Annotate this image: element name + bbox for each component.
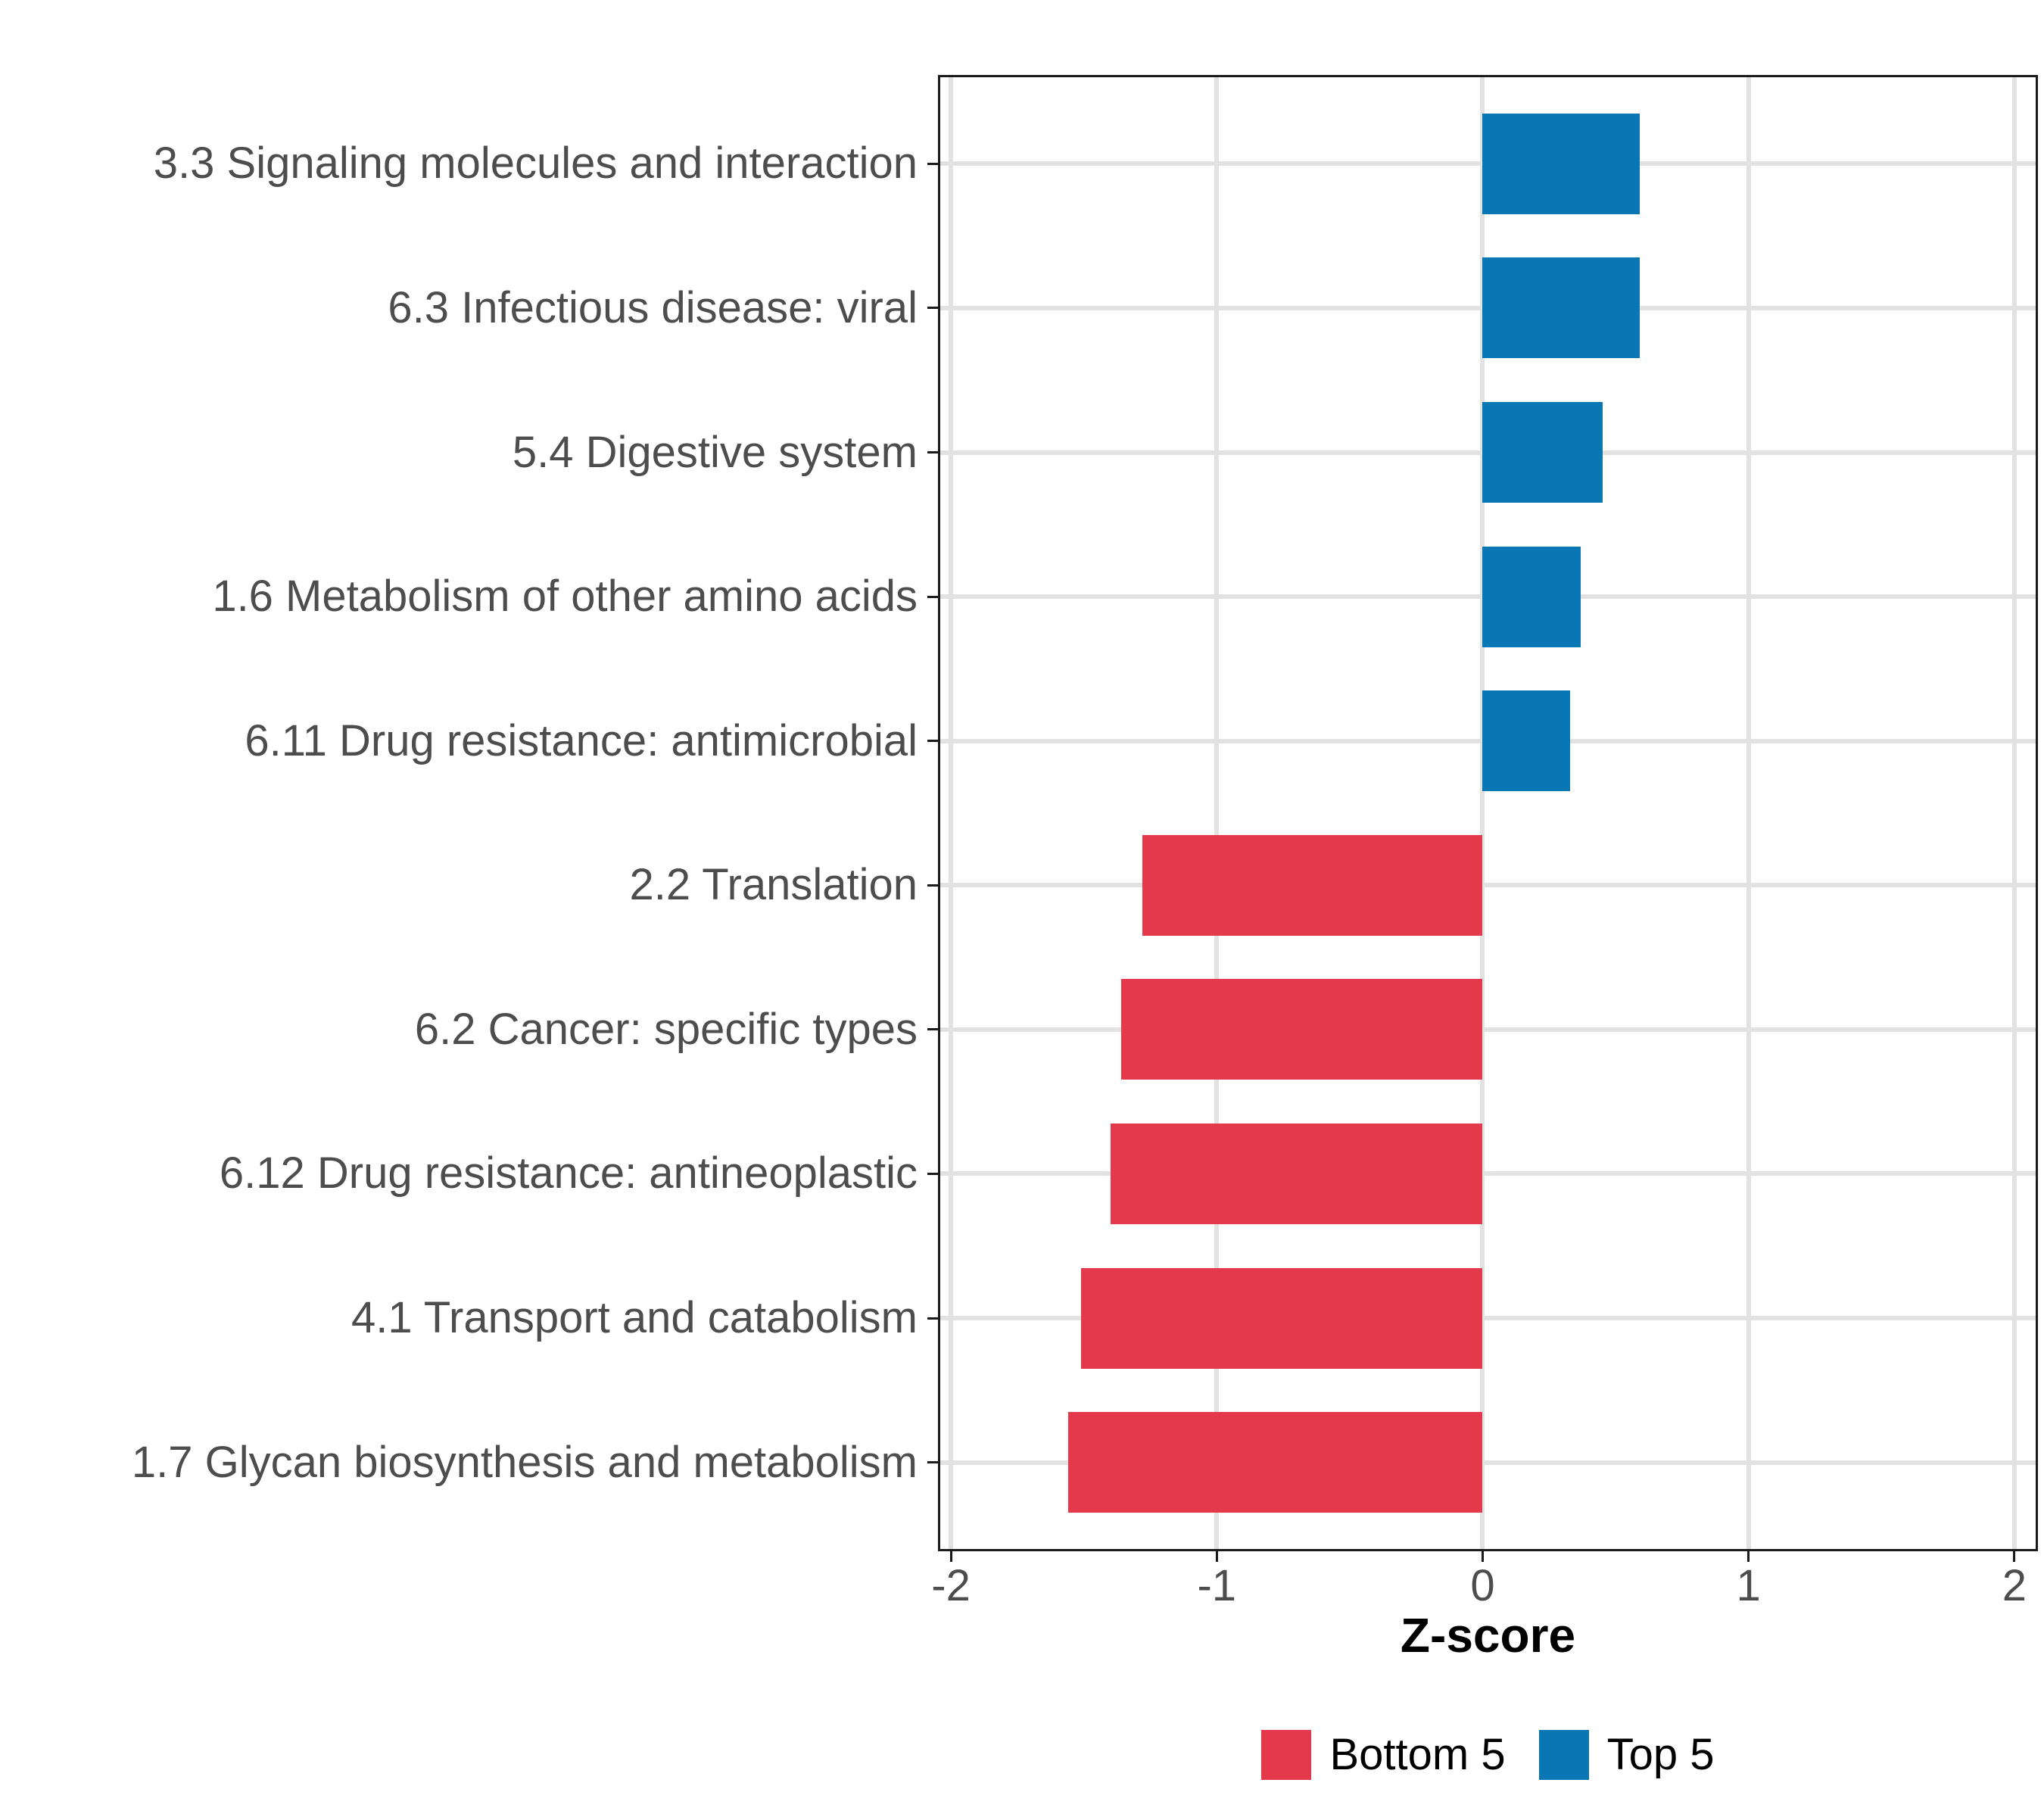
bar-9	[1081, 1267, 1483, 1369]
y-tick-mark	[927, 884, 938, 887]
x-tick-mark	[949, 1551, 952, 1562]
x-tick-label: 2	[2002, 1561, 2027, 1610]
x-axis-title: Z-score	[1400, 1608, 1576, 1663]
legend-item-top-5: Top 5	[1538, 1730, 1715, 1780]
y-tick-mark	[927, 740, 938, 743]
y-tick-mark	[927, 1028, 938, 1031]
x-tick-label: 1	[1736, 1561, 1761, 1610]
y-category-label: 6.12 Drug resistance: antineoplastic	[219, 1148, 918, 1198]
y-category-label: 2.2 Translation	[629, 860, 918, 910]
gridline-horizontal	[940, 1027, 2036, 1032]
bar-2	[1482, 257, 1640, 359]
y-tick-mark	[927, 1461, 938, 1464]
y-category-label: 1.6 Metabolism of other amino acids	[212, 572, 918, 622]
gridline-horizontal	[940, 1171, 2036, 1177]
bar-3	[1482, 402, 1603, 503]
y-tick-mark	[927, 162, 938, 165]
y-category-label: 1.7 Glycan biosynthesis and metabolism	[131, 1437, 918, 1487]
gridline-vertical	[1214, 77, 1220, 1549]
y-category-label: 3.3 Signaling molecules and interaction	[153, 139, 918, 189]
bar-7	[1120, 979, 1483, 1080]
y-category-label: 6.2 Cancer: specific types	[414, 1004, 918, 1054]
x-tick-mark	[1215, 1551, 1218, 1562]
x-tick-mark	[1747, 1551, 1750, 1562]
gridline-vertical	[1746, 77, 1751, 1549]
y-category-label: 6.11 Drug resistance: antimicrobial	[245, 715, 918, 765]
plot-panel	[938, 75, 2038, 1551]
x-tick-label: 0	[1470, 1561, 1495, 1610]
gridline-vertical	[949, 77, 954, 1549]
x-tick-mark	[2013, 1551, 2016, 1562]
bar-6	[1142, 834, 1483, 936]
bar-10	[1067, 1412, 1483, 1513]
gridline-horizontal	[940, 883, 2036, 888]
y-tick-mark	[927, 451, 938, 454]
y-tick-mark	[927, 1317, 938, 1320]
gridline-horizontal	[940, 1460, 2036, 1465]
y-category-label: 5.4 Digestive system	[512, 427, 918, 477]
gridline-horizontal	[940, 1316, 2036, 1321]
bar-5	[1482, 690, 1571, 792]
x-tick-label: -2	[931, 1561, 971, 1610]
bar-4	[1482, 546, 1581, 647]
x-tick-label: -1	[1197, 1561, 1237, 1610]
bar-1	[1482, 113, 1640, 214]
legend-item-bottom-5: Bottom 5	[1261, 1730, 1506, 1780]
legend-key-swatch	[1261, 1730, 1312, 1780]
legend-key-swatch	[1538, 1730, 1589, 1780]
y-tick-mark	[927, 307, 938, 310]
x-tick-mark	[1481, 1551, 1484, 1562]
bar-8	[1110, 1123, 1483, 1224]
y-tick-mark	[927, 1172, 938, 1175]
legend: Bottom 5 Top 5	[938, 1730, 2038, 1780]
legend-label: Top 5	[1606, 1730, 1715, 1779]
y-category-label: 6.3 Infectious disease: viral	[388, 282, 918, 332]
gridline-vertical	[2011, 77, 2017, 1549]
legend-label: Bottom 5	[1329, 1730, 1506, 1779]
gridline-vertical	[1480, 77, 1485, 1549]
y-category-label: 4.1 Transport and catabolism	[351, 1293, 918, 1343]
y-tick-mark	[927, 595, 938, 598]
